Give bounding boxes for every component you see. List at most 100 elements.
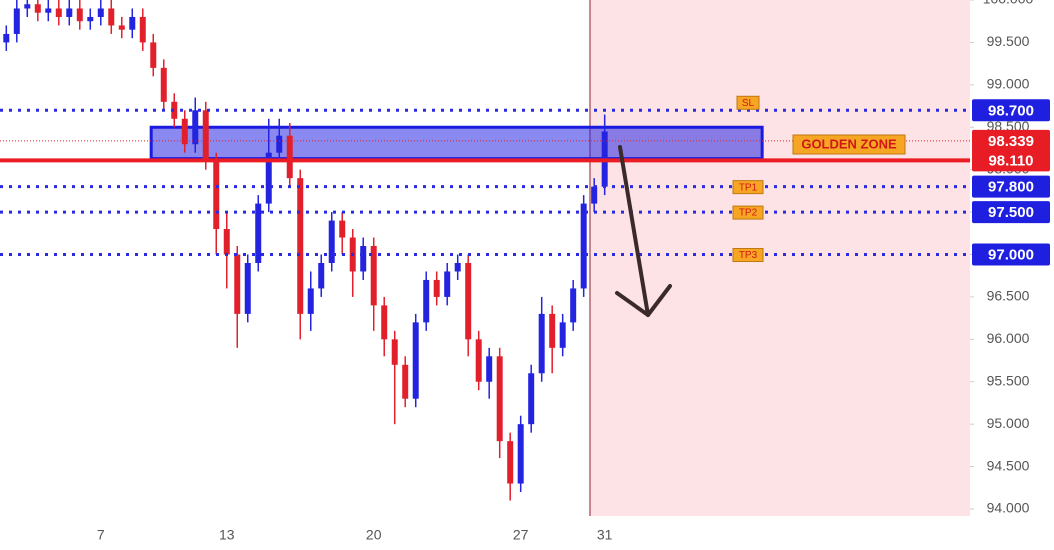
x-tick-label: 20	[366, 527, 382, 543]
y-tick-label: 99.000	[987, 76, 1030, 92]
candle-body	[328, 220, 335, 263]
y-tick-label: 95.000	[987, 415, 1030, 431]
price-label-box	[972, 129, 1050, 152]
candle-body	[276, 135, 283, 153]
candle-body	[13, 8, 20, 34]
candle-body	[234, 254, 241, 314]
candle-body	[433, 279, 440, 297]
price-label: 97.500	[988, 204, 1034, 221]
candle-body	[34, 4, 41, 13]
candle-body	[97, 8, 104, 17]
zone-label: GOLDEN ZONE	[801, 136, 897, 151]
labels-layer: 94.000 94.500 95.000 95.500 96.000 96.500 97.0…	[97, 0, 1050, 543]
candle-body	[528, 373, 535, 425]
candle-body	[76, 8, 83, 22]
level-tag-box	[732, 180, 764, 195]
level-tag-box	[732, 205, 764, 220]
candle-body	[202, 110, 209, 162]
candle-body	[87, 16, 94, 22]
candle-body	[129, 16, 136, 30]
forecast-arrow-head	[615, 284, 672, 317]
level-tag: TP3	[739, 250, 758, 261]
candle-body	[486, 356, 493, 382]
candle-body	[465, 262, 472, 340]
candle-body	[55, 8, 62, 17]
candle-body	[66, 8, 73, 17]
candle-body	[454, 262, 461, 272]
candle-body	[244, 262, 251, 314]
candle-body	[318, 262, 325, 289]
overlay-layer	[615, 145, 672, 317]
candle-body	[255, 203, 262, 263]
forecast-region	[589, 0, 970, 516]
y-tick-label: 100.000	[983, 0, 1034, 7]
y-tick-label: 94.500	[987, 457, 1030, 473]
candle-body	[24, 4, 31, 9]
y-tick-label: 96.000	[987, 330, 1030, 346]
price-label-box	[972, 149, 1050, 172]
candle-body	[265, 152, 272, 204]
candle-body	[160, 67, 167, 102]
candle-body	[286, 135, 293, 179]
price-label-box	[972, 201, 1050, 224]
y-tick-label: 99.500	[987, 33, 1030, 49]
candle-body	[517, 424, 524, 484]
zone-label-box	[792, 134, 906, 155]
candle-body	[580, 203, 587, 289]
candle-body	[139, 16, 146, 43]
level-tag: SL	[742, 98, 755, 109]
price-label: 98.700	[988, 102, 1034, 119]
candle-body	[444, 271, 451, 297]
price-label: 97.000	[988, 246, 1034, 263]
price-label-box	[972, 175, 1050, 198]
y-tick-label: 96.500	[987, 288, 1030, 304]
candle-body	[381, 305, 388, 340]
candle-body	[3, 33, 10, 43]
x-tick-label: 7	[97, 527, 105, 543]
x-tick-label: 27	[513, 527, 529, 543]
candle-body	[370, 246, 377, 306]
candle-body	[223, 229, 230, 255]
price-label-box	[972, 243, 1050, 266]
candle-body	[412, 322, 419, 399]
level-tag: TP2	[739, 208, 758, 219]
price-label: 98.110	[988, 152, 1033, 169]
candle-body	[181, 118, 188, 145]
candle-body	[423, 279, 430, 323]
x-tick-label: 31	[597, 527, 613, 543]
candle-body	[213, 161, 220, 230]
price-label: 97.800	[988, 179, 1034, 196]
candle-body	[496, 356, 503, 442]
price-label-box	[972, 99, 1050, 122]
candle-body	[171, 101, 178, 119]
level-tag: TP1	[739, 182, 758, 193]
candle-body	[339, 220, 346, 238]
candle-body	[192, 110, 199, 145]
candle-body	[45, 8, 52, 13]
y-tick-label: 95.500	[987, 372, 1030, 388]
price-label: 98.339	[988, 133, 1034, 150]
candle-body	[591, 186, 598, 204]
candle-body	[307, 288, 314, 314]
golden-zone	[149, 125, 764, 161]
level-tag-box	[732, 248, 764, 262]
candle-body	[475, 339, 482, 382]
forecast-arrow	[618, 145, 650, 317]
candle-body	[297, 178, 304, 314]
candle-body	[402, 364, 409, 399]
candle-body	[360, 246, 367, 272]
background-layer	[589, 0, 974, 516]
candle-body	[118, 25, 125, 30]
candle-body	[570, 288, 577, 323]
candle-body	[108, 8, 115, 26]
candle-body	[391, 339, 398, 365]
y-tick-label: 94.000	[987, 500, 1030, 516]
candle-body	[559, 322, 566, 348]
level-tag-box	[736, 95, 760, 110]
x-tick-label: 13	[219, 527, 235, 543]
candle-body	[538, 313, 545, 374]
candle-body	[507, 441, 514, 484]
candle-body	[150, 42, 157, 68]
